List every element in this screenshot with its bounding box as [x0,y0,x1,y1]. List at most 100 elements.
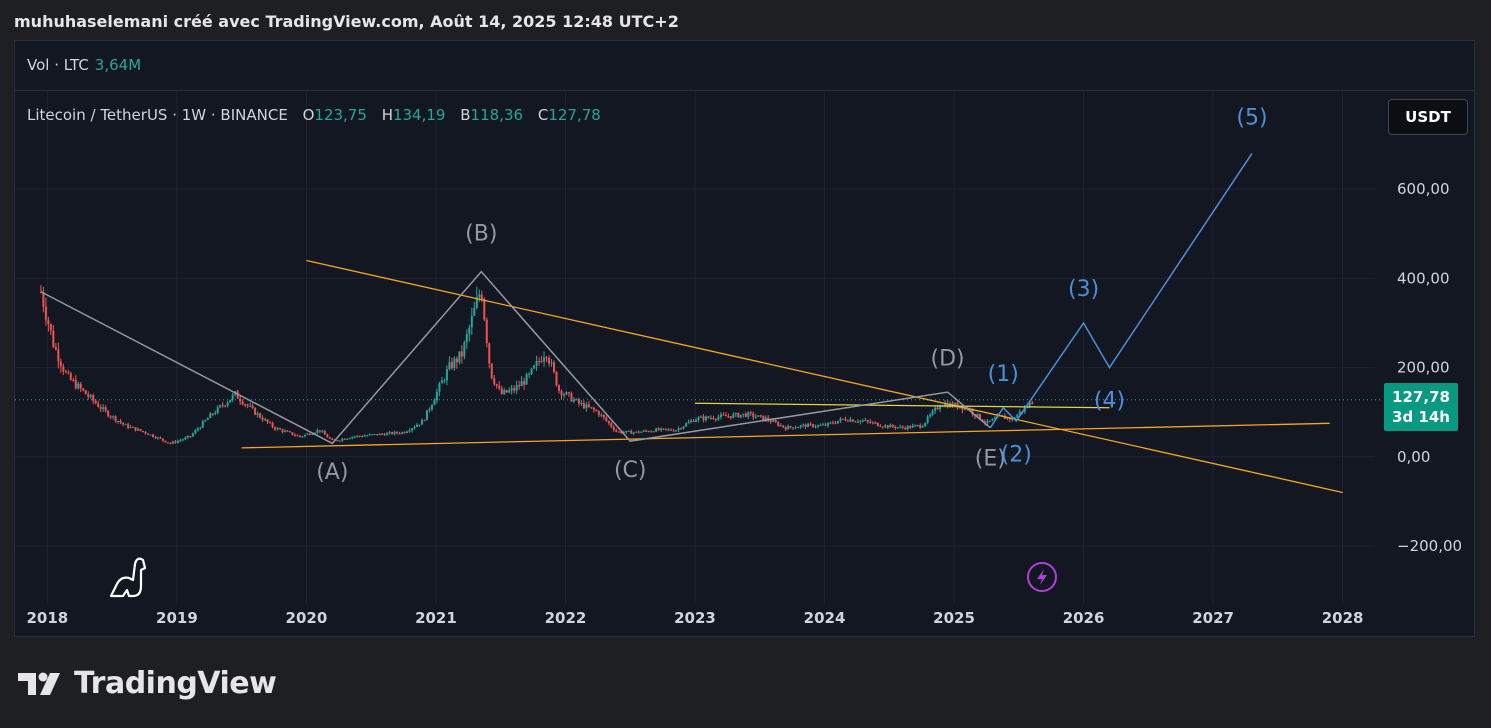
candle-body [181,439,184,441]
candle-body [762,415,765,421]
candle-body [792,427,795,429]
candle-body [87,394,90,397]
candle-body [901,426,904,428]
candle [246,403,249,409]
candle [406,430,409,434]
candle-body [605,417,608,421]
candle-body [968,409,971,411]
candle [757,415,760,417]
candle [54,343,57,351]
candle-body [488,343,491,364]
candle [844,416,847,422]
candle [831,420,834,425]
candle-body [704,416,707,420]
candle-body [685,423,688,427]
candle [433,398,436,406]
candle [856,419,859,424]
candle-body [822,424,825,426]
y-tick-label: −200,00 [1397,537,1462,555]
candle-body [856,421,859,423]
candle [704,415,707,423]
candle-body [161,438,164,441]
candle-body [909,426,912,428]
candle-body [386,433,389,436]
candle-body [401,432,404,434]
candle-body [428,409,431,411]
candle-body [794,427,797,429]
candle [229,399,232,403]
candle-body [184,437,187,440]
candle-body [707,416,710,418]
volume-indicator-bar[interactable]: Vol · LTC 3,64M [15,41,1474,91]
candle [485,317,488,348]
candle [553,360,556,374]
candle [281,428,284,434]
candle [438,381,441,397]
candle [383,432,386,436]
candle [727,413,730,419]
candle-body [602,414,605,418]
candle [445,365,448,386]
candle-body [448,362,451,370]
chart-panel[interactable]: 600,00 400,00 200,00 0,00 −200,00 2018 2019 202… [14,40,1475,637]
candle [570,391,573,402]
candle-body [231,394,234,400]
candle [316,428,319,435]
candle-body [468,327,471,335]
candle [463,340,466,360]
candle [592,406,595,413]
candle [261,415,264,422]
candle [473,301,476,317]
dinosaur-shape [109,557,147,598]
candle-body [102,407,105,409]
candle [226,400,229,408]
candle [670,428,673,431]
bar-countdown: 3d 14h [1392,408,1450,426]
candle-body [582,402,585,409]
candle [209,412,212,419]
candle-body [112,416,115,418]
candle [450,357,453,371]
candle-body [717,416,720,420]
candle [328,436,331,440]
candle [597,410,600,418]
candle-body [737,413,740,418]
candle [239,395,242,406]
candle-body [44,306,47,320]
price-chart[interactable]: 600,00 400,00 200,00 0,00 −200,00 2018 2019 202… [15,41,1474,636]
candle-body [859,420,862,422]
candle-body [142,430,145,432]
candle-body [47,319,50,325]
candle-body [662,428,665,430]
candle-body [635,431,638,433]
candle-body [841,418,844,420]
candle [498,381,501,391]
currency-button[interactable]: USDT [1388,99,1468,135]
candle-body [440,380,443,384]
candle-body [147,433,150,435]
candle [784,425,787,432]
candle-body [712,417,715,419]
close-key: C [537,106,549,124]
symbol-legend[interactable]: Litecoin / TetherUS · 1W · BINANCE O123,… [27,106,601,124]
candle-body [1016,414,1019,418]
candle [221,401,224,408]
candle-body [797,427,800,429]
candle-body [473,308,476,316]
candle-body [326,434,329,438]
candle-body [904,427,907,430]
candle-body [854,421,857,423]
candle [403,431,406,434]
candle-body [455,358,458,363]
candle-body [144,431,147,434]
candle [804,423,807,430]
candle-body [249,405,252,407]
candle-body [443,380,446,382]
candle-body [567,392,570,394]
candle-body [1018,411,1021,415]
candle-body [129,426,132,428]
candle [276,427,279,431]
candle [331,437,334,441]
candle [680,427,683,430]
candle [809,421,812,426]
